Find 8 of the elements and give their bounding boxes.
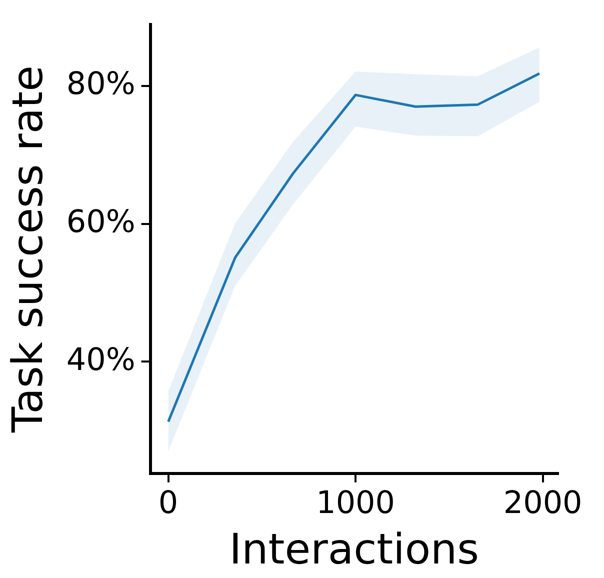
x-tick-label: 1000: [316, 485, 396, 522]
y-tick-label: 40%: [66, 342, 136, 378]
y-tick-label: 60%: [66, 204, 136, 240]
y-axis-title: Task success rate: [3, 66, 52, 434]
x-tick-label: 2000: [503, 485, 582, 522]
y-tick-label: 80%: [66, 66, 136, 102]
x-tick-label: 0: [158, 485, 178, 522]
x-axis-title: Interactions: [229, 524, 480, 574]
